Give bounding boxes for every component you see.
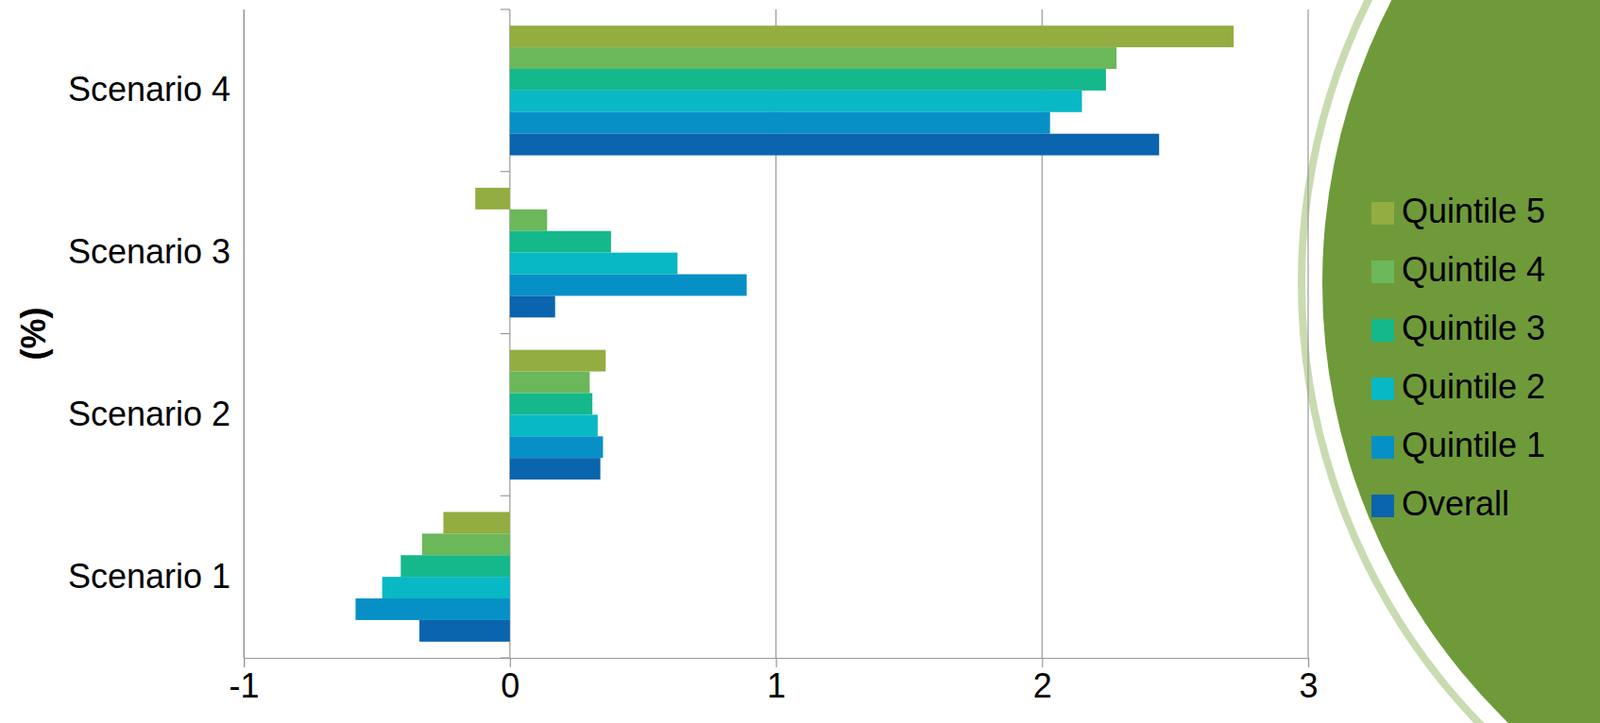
bars	[355, 25, 1234, 643]
y-tick-label: Scenario 3	[68, 232, 231, 272]
legend-swatch	[1371, 436, 1395, 460]
bar	[510, 209, 547, 232]
legend-item: Quintile 5	[1371, 191, 1546, 231]
legend-label: Quintile 2	[1401, 367, 1546, 407]
bar-series	[382, 90, 1083, 599]
x-tick: 0	[500, 658, 520, 706]
grid-line	[243, 9, 245, 659]
grid	[243, 9, 1309, 659]
legend-swatch	[1371, 202, 1395, 225]
bar	[510, 90, 1083, 113]
bar	[422, 533, 511, 556]
bar	[510, 372, 591, 394]
bar	[510, 47, 1117, 69]
legend: Quintile 5 Quintile 4 Quintile 3 Quintile 2…	[1371, 191, 1546, 524]
legend-label: Quintile 4	[1401, 250, 1546, 290]
legend-item: Quintile 1	[1371, 425, 1546, 465]
group-separator	[500, 170, 511, 172]
bar	[510, 274, 748, 297]
bar	[442, 511, 510, 534]
bar-series	[419, 134, 1159, 643]
y-tick-label: Scenario 1	[68, 557, 231, 596]
legend-label: Quintile 5	[1401, 191, 1546, 231]
x-tick: 1	[766, 658, 786, 706]
bar	[400, 555, 511, 578]
legend-item: Quintile 3	[1371, 308, 1546, 348]
bar	[510, 112, 1051, 135]
legend-swatch	[1371, 260, 1395, 284]
bar	[510, 350, 606, 373]
bar	[510, 253, 678, 275]
chart-container: -10123Scenario 1Scenario 2Scenario 3Scen…	[0, 0, 1600, 723]
x-tick-label: 1	[766, 666, 786, 706]
legend-item: Overall	[1371, 484, 1510, 524]
bar	[419, 620, 511, 643]
bar	[510, 68, 1107, 91]
x-tick-label: 0	[500, 666, 520, 706]
bar-series	[422, 47, 1117, 556]
background-decoration	[1301, 0, 1600, 723]
legend-label: Overall	[1401, 484, 1510, 524]
decoration-ring	[1301, 0, 1600, 723]
decoration-disc	[1322, 0, 1600, 723]
bar	[510, 134, 1159, 156]
x-tick: -1	[229, 658, 260, 706]
group-separators	[500, 9, 511, 659]
x-tick-label: 3	[1298, 666, 1318, 706]
legend-swatch	[1371, 377, 1395, 401]
bar-series	[442, 25, 1234, 534]
y-axis-line	[243, 10, 245, 660]
y-axis: Scenario 1 Scenario 2 Scenario 3 Scenario 4	[68, 10, 245, 660]
x-tick: 3	[1298, 658, 1318, 706]
legend-item: Quintile 2	[1371, 367, 1546, 407]
bar	[510, 25, 1234, 48]
bar	[510, 231, 612, 254]
bar	[510, 436, 604, 459]
legend-item: Quintile 4	[1371, 250, 1546, 290]
chart-svg: -10123Scenario 1Scenario 2Scenario 3Scen…	[0, 0, 1600, 723]
x-tick: 2	[1033, 658, 1053, 706]
legend-swatch	[1371, 494, 1395, 518]
group-separator	[500, 495, 511, 497]
bar	[475, 187, 511, 210]
group-separator	[500, 8, 511, 10]
y-tick: Scenario 2	[68, 394, 244, 434]
x-axis: -1 0 1 2 3	[229, 658, 1319, 706]
bar-series	[355, 112, 1050, 621]
bar	[510, 295, 556, 318]
y-tick-label: Scenario 4	[68, 69, 231, 109]
y-axis-title: (%)	[14, 307, 53, 361]
bar	[382, 577, 511, 599]
x-tick-label: 2	[1033, 666, 1053, 706]
y-tick: Scenario 4	[68, 69, 244, 109]
group-separator	[500, 333, 511, 335]
x-tick-label: -1	[229, 666, 260, 706]
bar	[510, 414, 598, 437]
grid-line	[1307, 9, 1309, 659]
y-tick: Scenario 1	[68, 557, 244, 596]
bar	[510, 458, 601, 480]
bar	[355, 598, 510, 621]
legend-label: Quintile 1	[1401, 425, 1546, 465]
legend-label: Quintile 3	[1401, 308, 1546, 348]
y-tick: Scenario 3	[68, 232, 244, 272]
legend-swatch	[1371, 319, 1395, 342]
bar	[510, 392, 593, 415]
y-tick-label: Scenario 2	[68, 394, 231, 434]
